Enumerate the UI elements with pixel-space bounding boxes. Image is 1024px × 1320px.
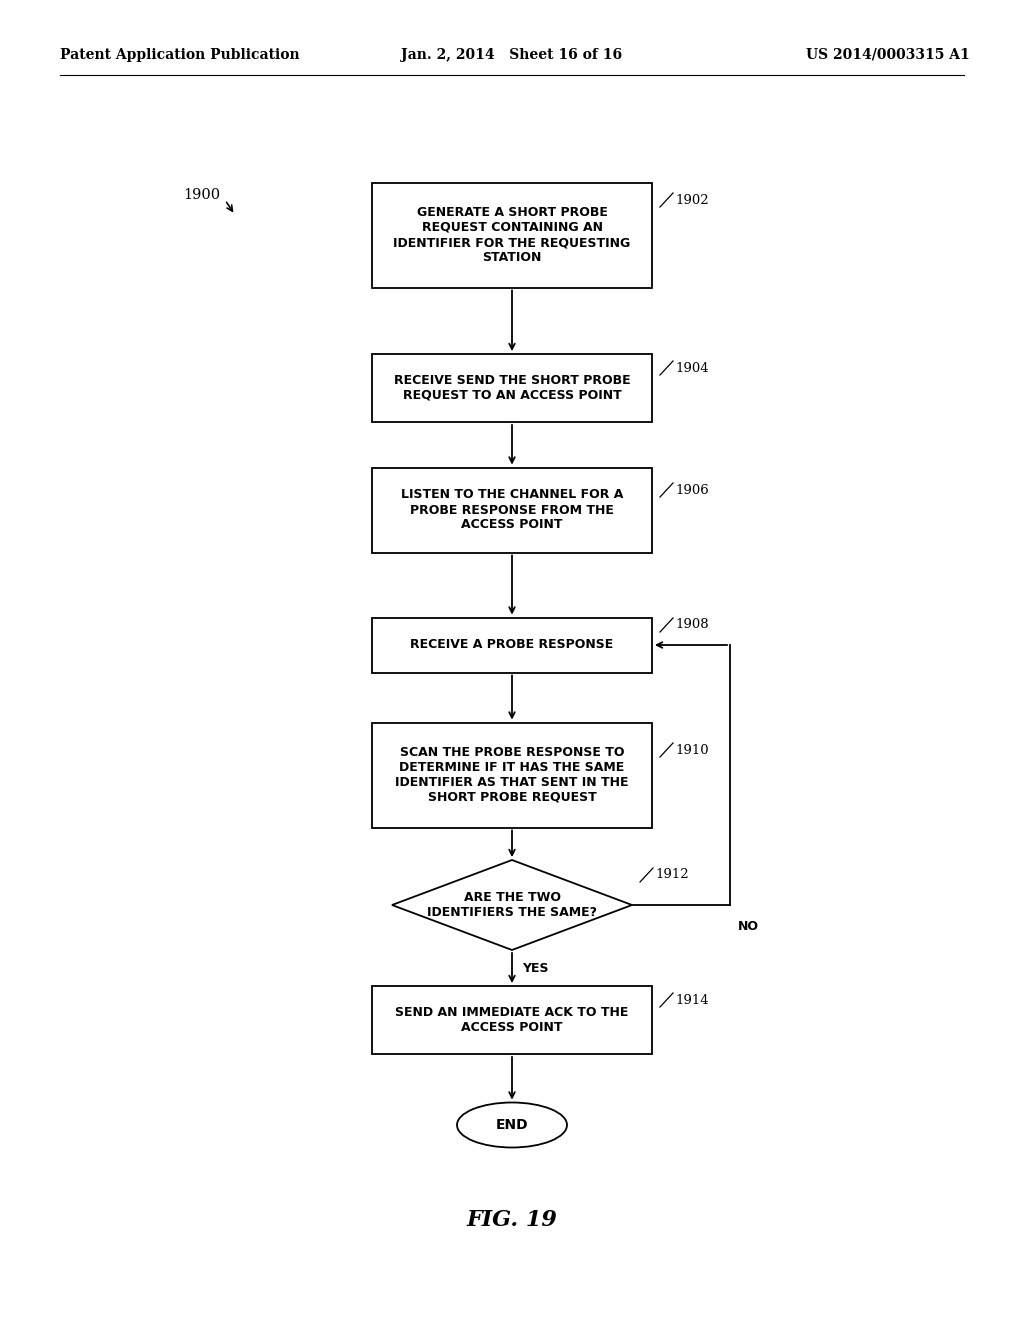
Text: US 2014/0003315 A1: US 2014/0003315 A1 xyxy=(806,48,970,62)
Text: RECEIVE SEND THE SHORT PROBE
REQUEST TO AN ACCESS POINT: RECEIVE SEND THE SHORT PROBE REQUEST TO … xyxy=(393,374,631,403)
Text: 1912: 1912 xyxy=(655,869,688,882)
Text: 1906: 1906 xyxy=(675,483,709,496)
Bar xyxy=(372,354,652,422)
Text: YES: YES xyxy=(522,961,549,974)
Bar xyxy=(372,722,652,828)
Bar xyxy=(372,986,652,1053)
Text: RECEIVE A PROBE RESPONSE: RECEIVE A PROBE RESPONSE xyxy=(411,639,613,652)
Text: 1910: 1910 xyxy=(675,743,709,756)
Text: LISTEN TO THE CHANNEL FOR A
PROBE RESPONSE FROM THE
ACCESS POINT: LISTEN TO THE CHANNEL FOR A PROBE RESPON… xyxy=(400,488,624,532)
Text: Jan. 2, 2014   Sheet 16 of 16: Jan. 2, 2014 Sheet 16 of 16 xyxy=(401,48,623,62)
Bar xyxy=(372,618,652,672)
Text: END: END xyxy=(496,1118,528,1133)
Bar xyxy=(372,467,652,553)
Text: 1908: 1908 xyxy=(675,619,709,631)
Polygon shape xyxy=(392,861,632,950)
Text: 1914: 1914 xyxy=(675,994,709,1006)
Text: NO: NO xyxy=(738,920,759,933)
Ellipse shape xyxy=(457,1102,567,1147)
Text: SEND AN IMMEDIATE ACK TO THE
ACCESS POINT: SEND AN IMMEDIATE ACK TO THE ACCESS POIN… xyxy=(395,1006,629,1034)
Text: 1902: 1902 xyxy=(675,194,709,206)
Text: FIG. 19: FIG. 19 xyxy=(467,1209,557,1232)
Bar xyxy=(372,182,652,288)
Text: SCAN THE PROBE RESPONSE TO
DETERMINE IF IT HAS THE SAME
IDENTIFIER AS THAT SENT : SCAN THE PROBE RESPONSE TO DETERMINE IF … xyxy=(395,746,629,804)
Text: Patent Application Publication: Patent Application Publication xyxy=(60,48,300,62)
Text: 1904: 1904 xyxy=(675,362,709,375)
Text: ARE THE TWO
IDENTIFIERS THE SAME?: ARE THE TWO IDENTIFIERS THE SAME? xyxy=(427,891,597,919)
Text: GENERATE A SHORT PROBE
REQUEST CONTAINING AN
IDENTIFIER FOR THE REQUESTING
STATI: GENERATE A SHORT PROBE REQUEST CONTAININ… xyxy=(393,206,631,264)
Text: 1900: 1900 xyxy=(183,187,220,202)
